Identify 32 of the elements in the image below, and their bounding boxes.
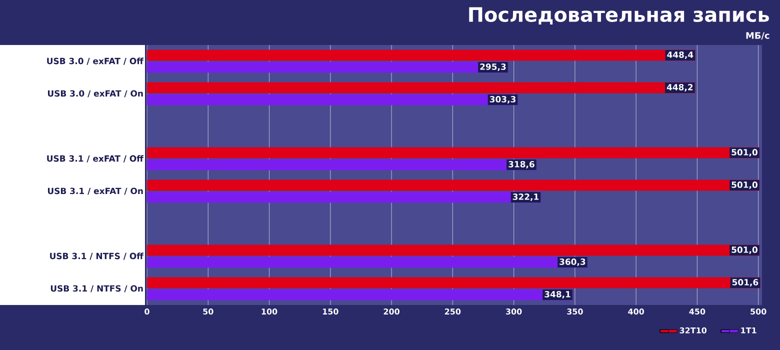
data-label: 501,0 [732,182,758,189]
bar [147,94,518,106]
bar [147,180,760,191]
data-label: 501,6 [732,279,758,286]
data-label: 448,2 [666,84,693,92]
chart-title: Последовательная запись [469,7,769,24]
bar [147,289,573,300]
bar [147,159,537,170]
data-label: 360,3 [560,258,586,266]
y-tick-label: USB 3.0 / exFAT / Off [47,58,144,65]
bar [147,256,588,268]
data-label: 318,6 [508,161,534,168]
bar [147,277,760,288]
data-label: 322,1 [512,194,539,201]
y-tick-label: USB 3.1 / NTFS / On [50,285,143,292]
data-label: 501,0 [732,246,758,254]
bar [147,50,696,61]
y-tick-label: USB 3.1 / NTFS / Off [50,252,144,260]
chart-subtitle: МБ/с [746,32,770,40]
bar [147,244,760,256]
data-label: 348,1 [544,291,570,298]
y-tick-label: USB 3.0 / exFAT / On [48,90,143,98]
data-label: 303,3 [490,96,516,104]
data-label: 501,0 [732,149,758,156]
data-label: 448,4 [667,52,694,59]
bar [147,192,541,203]
bar [147,62,508,73]
bar [147,147,760,158]
y-tick-label: USB 3.1 / exFAT / Off [47,155,144,162]
data-label: 295,3 [480,64,506,71]
bar [147,82,696,94]
y-tick-label: USB 3.1 / exFAT / On [48,188,143,195]
